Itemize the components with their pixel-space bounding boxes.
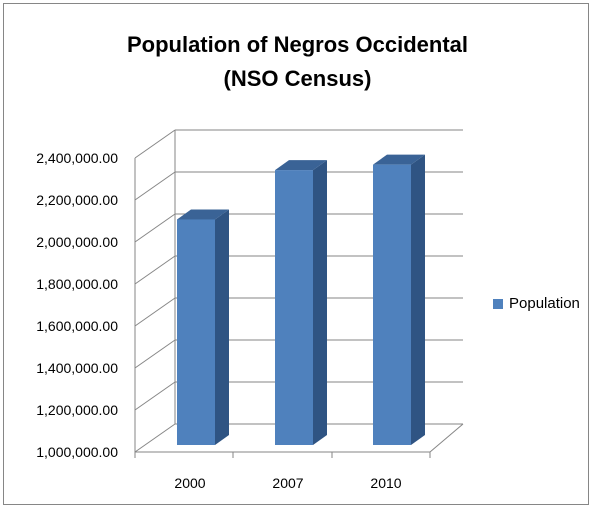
y-tick-label: 1,200,000.00 (36, 402, 118, 418)
y-tick-label: 1,600,000.00 (36, 318, 118, 334)
y-tick-label: 2,200,000.00 (36, 192, 118, 208)
y-tick-label: 2,000,000.00 (36, 234, 118, 250)
y-tick-label: 2,400,000.00 (36, 150, 118, 166)
floor-right-edge (429, 423, 464, 453)
bar (373, 164, 411, 445)
chart-title-line2: (NSO Census) (223, 66, 372, 91)
x-tick-label: 2007 (272, 475, 303, 491)
chart-title-line1: Population of Negros Occidental (126, 32, 469, 57)
axes (134, 130, 464, 458)
side-gridline (134, 339, 176, 369)
bar-top (275, 160, 327, 171)
side-gridline (134, 297, 176, 327)
legend-label: Population (509, 295, 580, 312)
legend-swatch (493, 298, 503, 309)
x-tick-label: 2010 (370, 475, 401, 491)
chart-title: Population of Negros Occidental (NSO Cen… (0, 28, 595, 96)
y-tick-label: 1,000,000.00 (36, 444, 118, 460)
side-gridline (134, 213, 176, 243)
y-tick-label: 1,400,000.00 (36, 360, 118, 376)
legend: Population (493, 295, 580, 312)
bar (177, 219, 215, 445)
side-gridline (134, 423, 176, 453)
y-tick-label: 1,800,000.00 (36, 276, 118, 292)
x-tick-labels: 2000 2007 2010 (174, 475, 401, 491)
side-gridline (134, 381, 176, 411)
side-gridline (134, 129, 176, 159)
side-gridline (134, 171, 176, 201)
bar-top (177, 209, 229, 220)
side-gridline (134, 255, 176, 285)
bar-side (411, 154, 425, 445)
y-tick-labels: 1,000,000.00 1,200,000.00 1,400,000.00 1,60… (36, 150, 118, 460)
bars (177, 154, 425, 445)
bar (275, 170, 313, 445)
bar-top (373, 154, 425, 165)
bar-side (313, 160, 327, 445)
x-tick-label: 2000 (174, 475, 205, 491)
bar-side (215, 209, 229, 445)
